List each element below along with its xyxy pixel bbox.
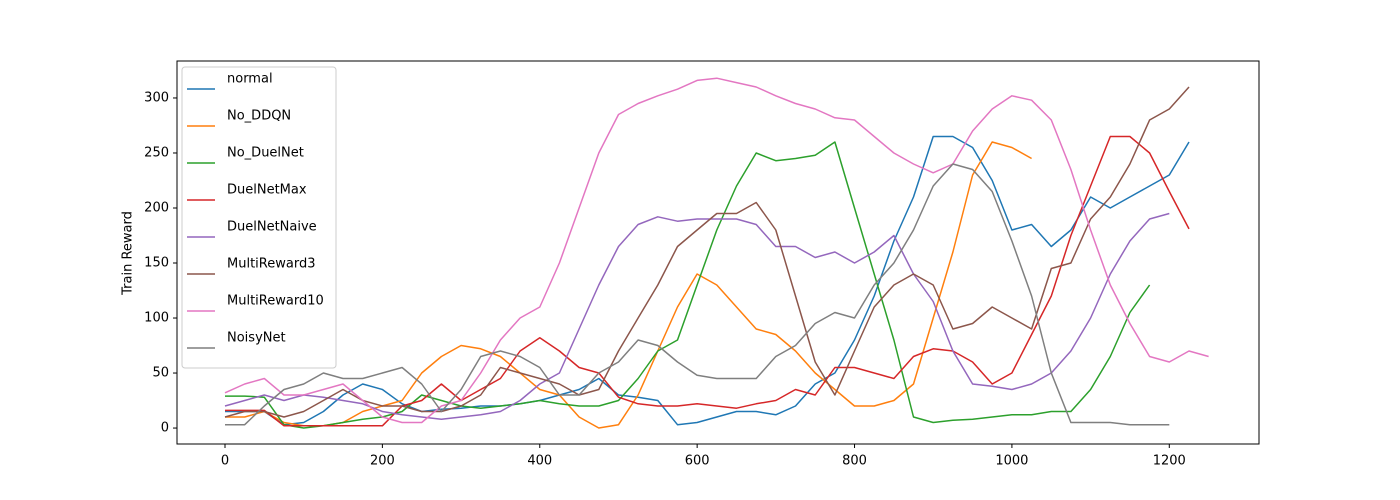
- series-line: [225, 141, 1151, 429]
- series-line: [225, 141, 1032, 429]
- x-tick-label: 1200: [1153, 454, 1186, 469]
- plot-frame: [176, 60, 1260, 445]
- y-tick-label: 300: [144, 90, 169, 105]
- legend-label: MultiReward10: [227, 294, 324, 309]
- x-tick-label: 600: [685, 454, 710, 469]
- series-line: [224, 212, 1170, 420]
- x-tick-label: 1000: [995, 454, 1028, 469]
- x-tick-label: 800: [842, 454, 867, 469]
- x-tick-label: 0: [221, 454, 229, 469]
- legend-box: [181, 66, 337, 369]
- series-line: [225, 135, 1190, 427]
- y-tick-label: 50: [152, 366, 169, 381]
- legend-label: DuelNetMax: [227, 183, 307, 198]
- y-tick-label: 0: [161, 421, 169, 436]
- y-tick-label: 150: [144, 256, 169, 271]
- y-tick-label: 200: [144, 200, 169, 215]
- x-tick-label: 200: [370, 454, 395, 469]
- y-tick-label: 250: [144, 145, 169, 160]
- legend-label: No_DuelNet: [227, 146, 304, 161]
- series-line: [224, 77, 1209, 424]
- series-line: [225, 163, 1170, 426]
- legend-label: DuelNetNaive: [227, 220, 317, 235]
- legend-label: NoisyNet: [227, 331, 286, 346]
- series-line: [224, 86, 1190, 418]
- series-line: [225, 135, 1190, 426]
- y-tick-label: 100: [144, 311, 169, 326]
- y-axis-label: Train Reward: [121, 211, 136, 296]
- x-tick-label: 400: [527, 454, 552, 469]
- legend-label: No_DDQN: [227, 109, 291, 124]
- legend-label: normal: [227, 72, 273, 87]
- legend-label: MultiReward3: [227, 257, 315, 272]
